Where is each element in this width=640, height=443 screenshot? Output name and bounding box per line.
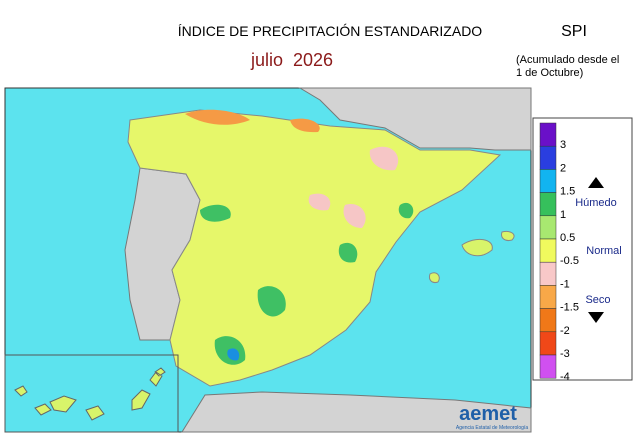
- logo-agency: Agencia Estatal de Meteorología: [456, 425, 528, 431]
- legend-label: -1.5: [560, 302, 579, 314]
- legend-label: -4: [560, 371, 570, 383]
- france: [298, 87, 532, 151]
- wet-area: [200, 202, 414, 365]
- legend-swatch: [539, 169, 557, 193]
- legend-swatch: [539, 145, 557, 170]
- legend-swatch: [539, 285, 557, 309]
- legend-label: 3: [560, 139, 566, 151]
- legend-swatch: [539, 354, 557, 379]
- legend-label: 1: [560, 209, 566, 221]
- legend-swatch: [539, 331, 557, 356]
- legend-label: 0.5: [560, 232, 575, 244]
- pink-area: [308, 146, 399, 228]
- note: (Acumulado desde el: [516, 54, 619, 66]
- legend-swatch: [539, 308, 557, 333]
- canary-islands: [14, 367, 166, 421]
- legend-label: -1: [560, 278, 570, 290]
- legend-swatch: [539, 261, 557, 286]
- map: [4, 87, 532, 433]
- legend-swatch: [539, 192, 557, 217]
- legend-swatch: [539, 122, 557, 147]
- very-wet-area: [227, 348, 240, 361]
- logo-name: aemet: [459, 403, 517, 425]
- legend-bar: 3 2 1.5 1 0.5 -0.5 -1 -1.5 -2 -3 -4: [539, 122, 579, 383]
- africa: [181, 391, 532, 433]
- index-name: SPI: [561, 23, 587, 40]
- title: ÍNDICE DE PRECIPITACIÓN ESTANDARIZADO: [178, 23, 483, 39]
- legend-swatch: [539, 215, 557, 240]
- legend-label: 1.5: [560, 186, 575, 198]
- note: 1 de Octubre): [516, 67, 583, 79]
- legend-category: Húmedo: [575, 197, 617, 209]
- balearics: [429, 231, 515, 283]
- legend-swatch: [539, 238, 557, 263]
- legend-label: -2: [560, 325, 570, 337]
- up-arrow: [588, 177, 604, 188]
- spain: [127, 109, 502, 387]
- canary-inset: [4, 354, 179, 433]
- legend-label: 2: [560, 162, 566, 174]
- legend-category: Normal: [586, 245, 621, 257]
- down-arrow: [588, 312, 604, 323]
- period: julio 2026: [250, 50, 333, 70]
- dry-area: [185, 109, 320, 133]
- legend-label: -3: [560, 348, 570, 360]
- legend-label: -0.5: [560, 255, 579, 267]
- legend-category: Seco: [585, 294, 610, 306]
